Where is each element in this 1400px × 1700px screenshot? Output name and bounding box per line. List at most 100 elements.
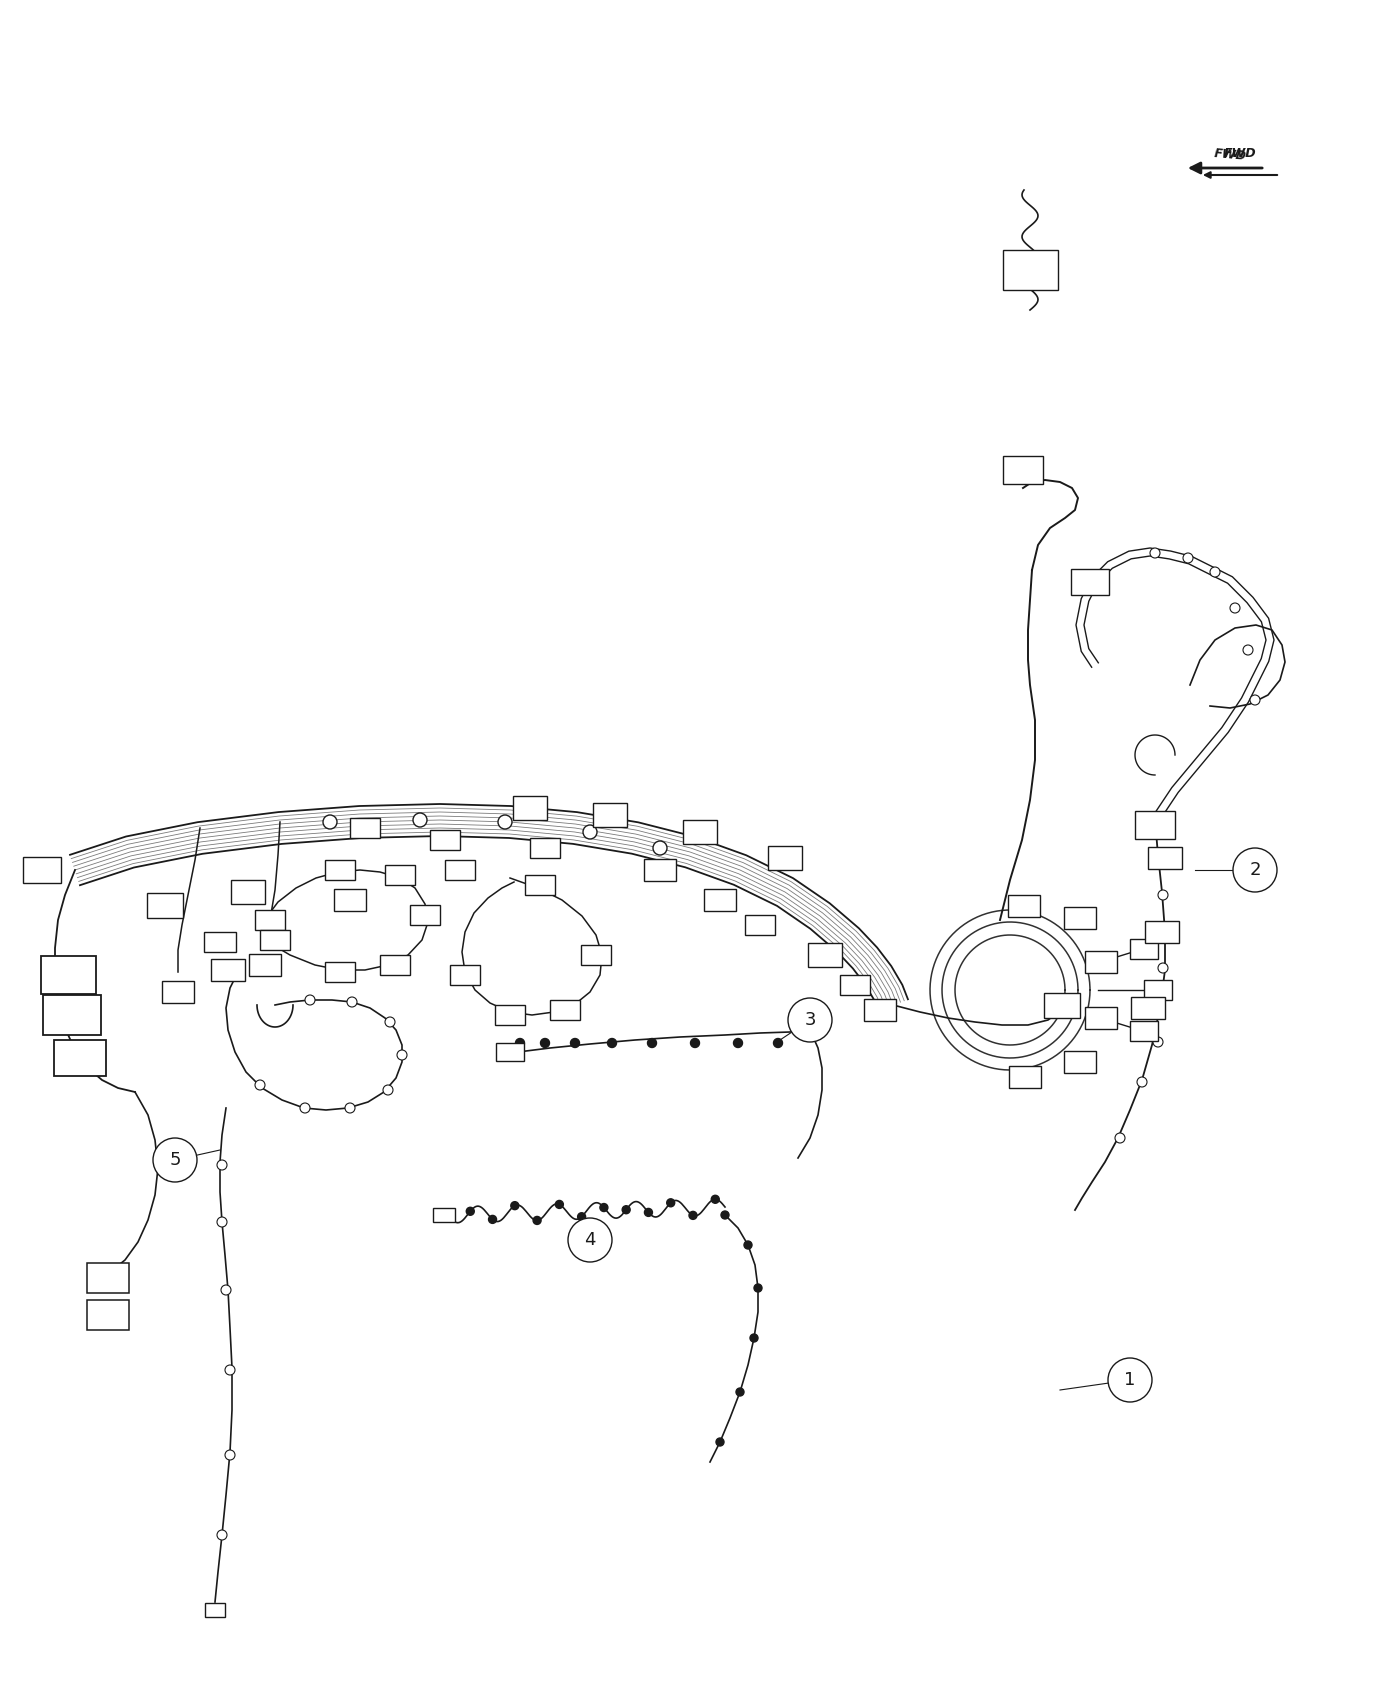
Circle shape — [1183, 552, 1193, 563]
Circle shape — [347, 996, 357, 1006]
FancyBboxPatch shape — [1144, 979, 1172, 1000]
Circle shape — [153, 1137, 197, 1181]
FancyBboxPatch shape — [864, 1000, 896, 1022]
FancyBboxPatch shape — [410, 904, 440, 925]
FancyBboxPatch shape — [525, 876, 554, 894]
FancyBboxPatch shape — [808, 944, 841, 967]
Circle shape — [1250, 695, 1260, 706]
Text: FWD: FWD — [1224, 146, 1256, 160]
Circle shape — [305, 994, 315, 1005]
Circle shape — [556, 1200, 563, 1209]
Circle shape — [300, 1103, 309, 1114]
FancyBboxPatch shape — [1145, 921, 1179, 944]
Circle shape — [715, 1438, 724, 1447]
FancyBboxPatch shape — [531, 838, 560, 858]
FancyBboxPatch shape — [1064, 1051, 1096, 1073]
Circle shape — [711, 1195, 720, 1204]
Circle shape — [225, 1450, 235, 1460]
FancyBboxPatch shape — [840, 976, 869, 994]
Circle shape — [466, 1207, 475, 1216]
Circle shape — [1158, 962, 1168, 972]
Circle shape — [385, 1017, 395, 1027]
FancyBboxPatch shape — [255, 910, 286, 930]
Circle shape — [666, 1198, 675, 1207]
Circle shape — [622, 1205, 630, 1214]
Circle shape — [540, 1039, 549, 1047]
FancyBboxPatch shape — [1148, 847, 1182, 869]
Circle shape — [217, 1159, 227, 1170]
FancyBboxPatch shape — [335, 889, 365, 911]
FancyBboxPatch shape — [87, 1300, 129, 1329]
Circle shape — [647, 1039, 657, 1047]
Circle shape — [788, 998, 832, 1042]
Text: 5: 5 — [169, 1151, 181, 1170]
Circle shape — [217, 1217, 227, 1227]
Circle shape — [1114, 1132, 1126, 1142]
Circle shape — [721, 1210, 729, 1219]
FancyBboxPatch shape — [350, 818, 379, 838]
Text: 2: 2 — [1249, 860, 1261, 879]
FancyBboxPatch shape — [496, 1005, 525, 1025]
FancyBboxPatch shape — [1130, 1022, 1158, 1042]
Circle shape — [599, 1204, 608, 1212]
Circle shape — [734, 1039, 742, 1047]
Circle shape — [221, 1285, 231, 1295]
Circle shape — [323, 814, 337, 830]
Circle shape — [773, 1039, 783, 1047]
Circle shape — [511, 1202, 519, 1210]
FancyBboxPatch shape — [1085, 950, 1117, 972]
FancyBboxPatch shape — [231, 881, 265, 904]
FancyBboxPatch shape — [704, 889, 736, 911]
FancyBboxPatch shape — [162, 981, 195, 1003]
FancyBboxPatch shape — [43, 994, 101, 1035]
FancyBboxPatch shape — [594, 802, 627, 826]
FancyBboxPatch shape — [449, 966, 480, 984]
Circle shape — [515, 1039, 525, 1047]
FancyBboxPatch shape — [1008, 896, 1040, 918]
Circle shape — [413, 813, 427, 826]
FancyBboxPatch shape — [550, 1000, 580, 1020]
Circle shape — [652, 842, 666, 855]
FancyBboxPatch shape — [745, 915, 776, 935]
Text: 1: 1 — [1124, 1370, 1135, 1389]
Circle shape — [255, 1080, 265, 1090]
Circle shape — [690, 1039, 700, 1047]
Text: FWD: FWD — [1214, 148, 1247, 163]
Circle shape — [1243, 644, 1253, 654]
Circle shape — [755, 1284, 762, 1292]
FancyBboxPatch shape — [1085, 1006, 1117, 1028]
Circle shape — [736, 1387, 743, 1396]
Circle shape — [1233, 848, 1277, 892]
FancyBboxPatch shape — [683, 819, 717, 843]
FancyBboxPatch shape — [1002, 250, 1057, 291]
Circle shape — [568, 1217, 612, 1261]
FancyBboxPatch shape — [1071, 570, 1109, 595]
FancyBboxPatch shape — [260, 930, 290, 950]
Circle shape — [498, 814, 512, 830]
Circle shape — [1149, 547, 1161, 558]
Circle shape — [1231, 604, 1240, 614]
FancyBboxPatch shape — [1064, 908, 1096, 930]
FancyBboxPatch shape — [1135, 811, 1175, 840]
Circle shape — [582, 824, 596, 840]
Circle shape — [384, 1085, 393, 1095]
Circle shape — [489, 1216, 497, 1224]
Circle shape — [344, 1103, 356, 1114]
FancyBboxPatch shape — [211, 959, 245, 981]
FancyBboxPatch shape — [445, 860, 475, 881]
FancyBboxPatch shape — [1002, 456, 1043, 484]
FancyBboxPatch shape — [1009, 1066, 1042, 1088]
FancyBboxPatch shape — [433, 1209, 455, 1222]
FancyBboxPatch shape — [379, 955, 410, 976]
Circle shape — [578, 1212, 585, 1221]
FancyBboxPatch shape — [87, 1263, 129, 1294]
FancyBboxPatch shape — [385, 865, 414, 886]
Circle shape — [444, 1210, 452, 1219]
Circle shape — [533, 1217, 540, 1224]
FancyBboxPatch shape — [1044, 993, 1079, 1018]
FancyBboxPatch shape — [325, 860, 356, 881]
Circle shape — [1107, 1358, 1152, 1402]
Circle shape — [608, 1039, 616, 1047]
Circle shape — [1158, 891, 1168, 899]
FancyBboxPatch shape — [55, 1040, 106, 1076]
